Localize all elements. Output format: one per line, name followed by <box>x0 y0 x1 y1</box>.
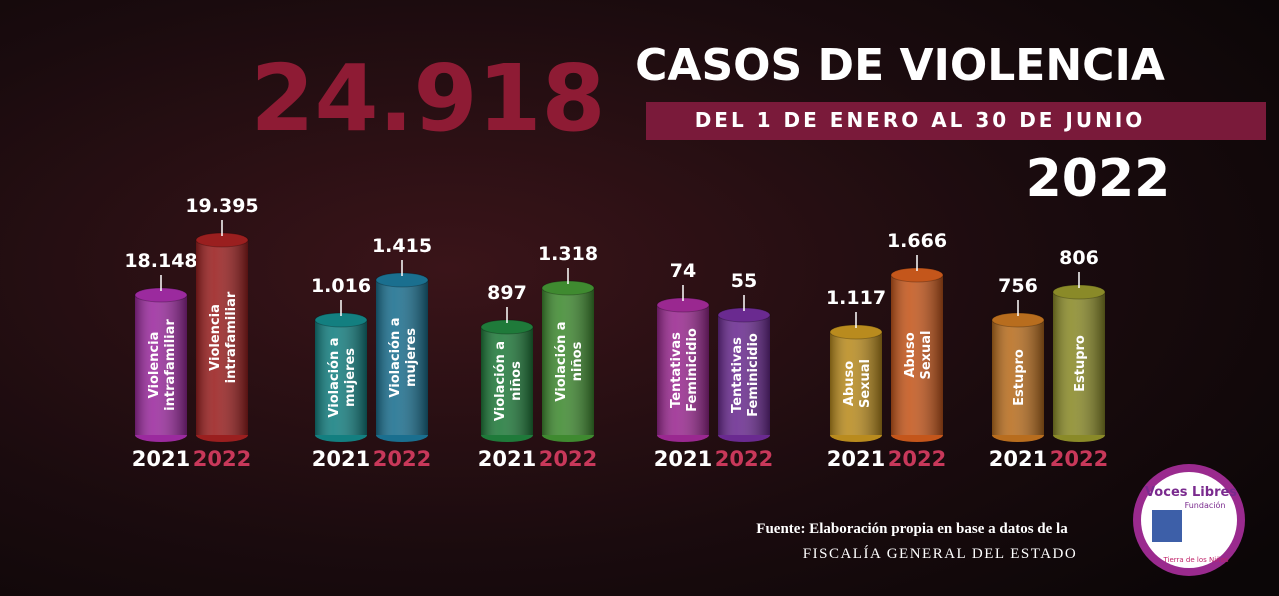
bar-label: Estupro <box>1012 349 1027 406</box>
logo-tagline: Tierra de los Niños <box>1162 556 1228 564</box>
year-label: 2022 <box>373 447 431 471</box>
cylinder-shade <box>196 240 248 435</box>
cylinder-shade <box>992 320 1044 435</box>
year-label: 2021 <box>312 447 370 471</box>
value-label: 1.415 <box>372 235 432 257</box>
cylinder-shade <box>718 315 770 435</box>
bar-label: niños <box>509 361 524 401</box>
logo-sub: Fundación <box>1185 500 1226 510</box>
bar-label: Abuso <box>842 361 857 406</box>
value-label: 1.117 <box>826 287 886 309</box>
logo: Voces Libres Fundación Tierra de los Niñ… <box>1133 464 1245 576</box>
year-label: 2022 <box>539 447 597 471</box>
year-label: 2021 <box>132 447 190 471</box>
year-label: 2021 <box>989 447 1047 471</box>
value-label: 19.395 <box>185 195 258 217</box>
year-label: 2021 <box>827 447 885 471</box>
bar-label: intrafamiliar <box>163 319 178 411</box>
value-label: 18.148 <box>124 250 197 272</box>
bar-label: Tentativas <box>669 332 684 408</box>
bar-label: intrafamiliar <box>224 291 239 383</box>
bar-label: Estupro <box>1073 335 1088 392</box>
bar-label: Violación a <box>493 341 508 421</box>
value-label: 1.016 <box>311 275 371 297</box>
bar-label: mujeres <box>343 348 358 407</box>
source-line: FISCALÍA GENERAL DEL ESTADO <box>803 545 1077 562</box>
value-label: 1.318 <box>538 243 598 265</box>
year-label: 2021 <box>654 447 712 471</box>
bar-label: Tentativas <box>730 337 745 413</box>
bar-label: mujeres <box>404 328 419 387</box>
bar-label: Abuso <box>903 332 918 377</box>
value-label: 55 <box>731 270 757 292</box>
bar-label: Violencia <box>208 304 223 371</box>
cylinder-shade <box>891 275 943 435</box>
year-label: 2021 <box>478 447 536 471</box>
value-label: 74 <box>670 260 696 282</box>
cylinder-shade <box>542 288 594 435</box>
bar-label: niños <box>570 341 585 381</box>
bar-label: Sexual <box>858 359 873 408</box>
cylinder-shade <box>1053 292 1105 435</box>
bar-label: Sexual <box>919 330 934 379</box>
cylinder-shade <box>315 320 367 435</box>
cylinder-shade <box>376 280 428 435</box>
year-label: 2022 <box>715 447 773 471</box>
value-label: 1.666 <box>887 230 947 252</box>
logo-disc <box>1141 472 1237 568</box>
bar-label: Feminicidio <box>746 333 761 417</box>
value-label: 806 <box>1059 247 1099 269</box>
value-label: 756 <box>998 275 1038 297</box>
cylinder-shade <box>135 295 187 435</box>
period: DEL 1 DE ENERO AL 30 DE JUNIO <box>695 108 1146 132</box>
bar-label: Violencia <box>147 332 162 399</box>
title: CASOS DE VIOLENCIA <box>635 40 1165 91</box>
bar-label: Feminicidio <box>685 328 700 412</box>
year-label: 2022 <box>888 447 946 471</box>
year-label: 2022 <box>1050 447 1108 471</box>
year-label: 2022 <box>193 447 251 471</box>
bar-label: Violación a <box>327 337 342 417</box>
logo-name: Voces Libres <box>1145 485 1237 500</box>
value-label: 897 <box>487 282 527 304</box>
source-line: Fuente: Elaboración propia en base a dat… <box>756 521 1068 537</box>
logo-icon <box>1152 510 1182 542</box>
cylinder-shade <box>830 332 882 435</box>
period-band <box>646 102 1266 140</box>
bar-label: Violación a <box>388 317 403 397</box>
total: 24.918 <box>250 45 605 152</box>
cylinder-shade <box>657 305 709 435</box>
cylinder-shade <box>481 327 533 435</box>
header-year: 2022 <box>1026 149 1171 209</box>
bar-label: Violación a <box>554 321 569 401</box>
